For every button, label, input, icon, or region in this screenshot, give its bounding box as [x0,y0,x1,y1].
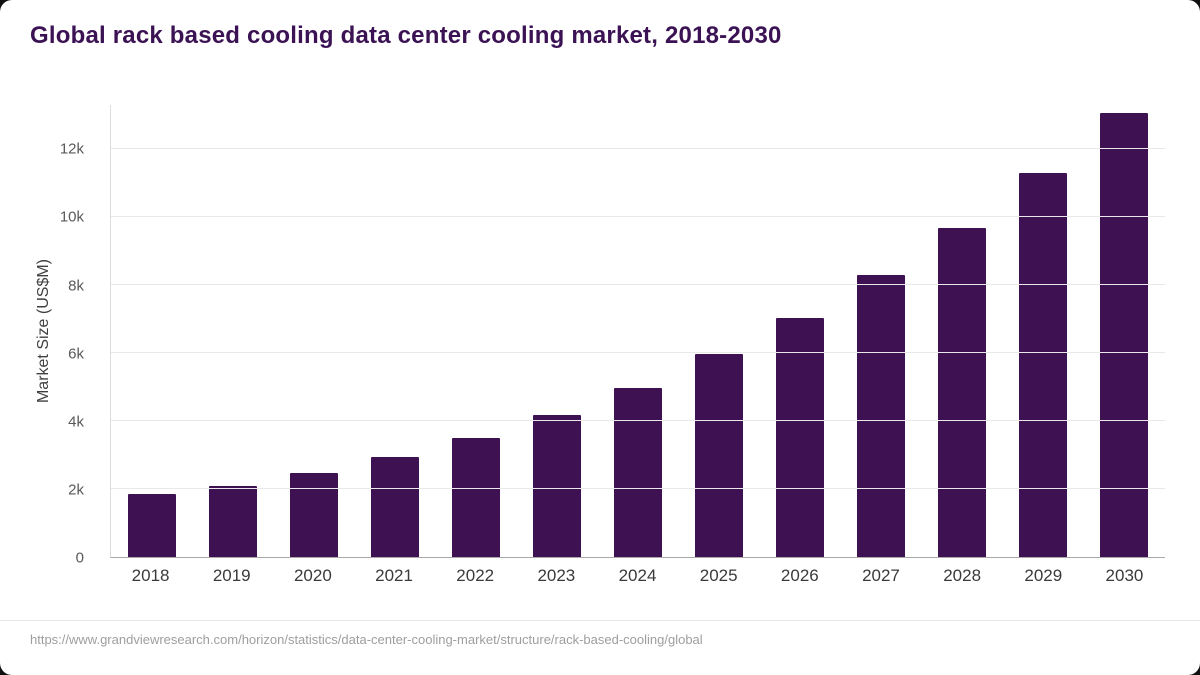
chart-title: Global rack based cooling data center co… [30,22,782,49]
x-label-2028: 2028 [943,566,982,585]
x-label-2023: 2023 [537,566,576,585]
x-label-2025: 2025 [699,566,738,585]
bar-2021 [370,457,419,557]
bar-2026 [776,318,825,557]
x-label-2018: 2018 [131,566,170,585]
x-label-2022: 2022 [456,566,495,585]
bar-2022 [451,438,500,557]
y-tick-4k: 4k [68,413,84,431]
gridline-8k [111,284,1165,286]
x-axis-labels: 2018 2019 2020 2021 2022 2023 2024 2025 2026 2027… [110,566,1165,586]
x-label-2019: 2019 [212,566,251,585]
y-tick-10k: 10k [59,208,84,226]
bar-2029 [1019,172,1068,557]
y-axis-ticks: 0 2k 4k 6k 8k 10k 12k [0,105,98,567]
bar-2020 [289,473,338,557]
x-label-2030: 2030 [1105,566,1144,585]
bar-2025 [694,354,743,557]
gridline-6k [111,352,1165,354]
y-tick-12k: 12k [59,140,84,158]
x-label-2021: 2021 [375,566,413,585]
bar-2023 [532,415,581,557]
gridline-12k [111,148,1165,150]
source-url: https://www.grandviewresearch.com/horizo… [30,632,703,647]
bar-2024 [613,387,662,557]
x-label-2027: 2027 [862,566,900,585]
bars-container [111,105,1165,557]
x-label-2026: 2026 [780,566,819,585]
x-label-2020: 2020 [293,566,332,585]
bar-2030 [1100,113,1149,557]
plot-area [110,105,1165,558]
x-label-2029: 2029 [1024,566,1063,585]
y-tick-0: 0 [75,549,84,567]
bar-2028 [938,227,987,557]
x-label-2024: 2024 [618,566,657,585]
bar-2019 [208,485,257,557]
gridline-4k [111,420,1165,422]
gridline-10k [111,216,1165,218]
footer-divider [0,620,1200,621]
gridline-2k [111,488,1165,490]
bar-2027 [857,275,906,557]
y-tick-8k: 8k [68,277,84,295]
y-tick-2k: 2k [68,481,84,499]
bar-2018 [127,494,176,557]
y-tick-6k: 6k [68,345,84,363]
